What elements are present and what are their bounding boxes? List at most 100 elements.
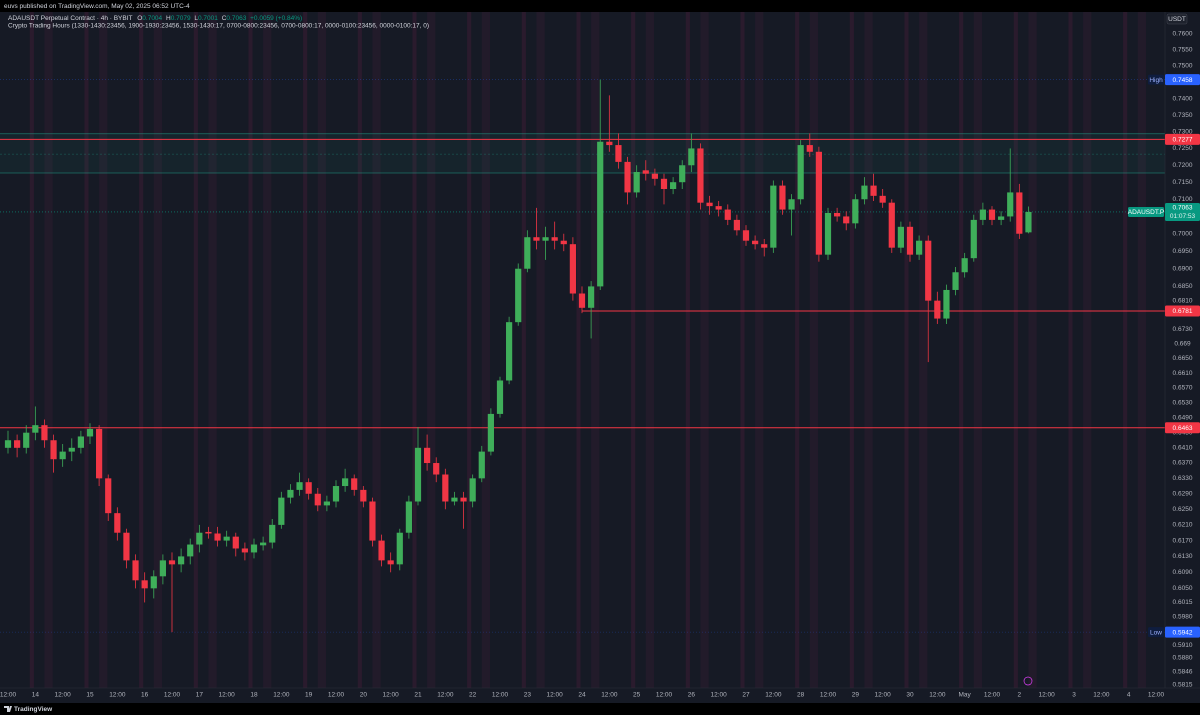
x-tick-label: 15 — [86, 692, 94, 699]
session-band — [576, 12, 581, 688]
y-tick-label: 0.6410 — [1173, 445, 1193, 452]
x-tick-label: 29 — [852, 692, 860, 699]
session-band — [1028, 12, 1037, 688]
y-tick-label: 0.6370 — [1173, 460, 1193, 467]
y-tick-label: 0.6170 — [1173, 537, 1193, 544]
x-tick-label: 18 — [250, 692, 258, 699]
candle-body — [332, 486, 340, 502]
x-tick-label: 14 — [32, 692, 40, 699]
candle-body — [424, 447, 431, 464]
candle-body — [752, 240, 759, 245]
x-tick-label: 12:00 — [55, 692, 72, 699]
level-value: 0.6781 — [1173, 308, 1193, 315]
y-tick-label: 0.5815 — [1173, 681, 1193, 688]
candle-body — [14, 440, 21, 448]
price-axis-background — [1165, 12, 1200, 688]
candle-body — [269, 524, 276, 543]
axes: 0.7600 0.7550 0.7500 0.7400 0.7350 0.7300 0.72… — [0, 31, 1200, 699]
session-band — [153, 12, 162, 688]
header-text: euvs published on TradingView.com, May 0… — [4, 3, 190, 10]
extreme-name: Low — [1150, 629, 1162, 636]
session-band — [740, 12, 745, 688]
legend-title: ADAUSDT Perpetual Contract · 4h · BYBIT — [8, 15, 133, 22]
candle-body — [1016, 192, 1023, 234]
candle-body — [1025, 211, 1032, 233]
candle-body — [824, 212, 832, 255]
session-band — [645, 12, 654, 688]
currency-box[interactable] — [1166, 13, 1188, 25]
candle-body — [524, 237, 531, 269]
candle-body — [451, 497, 458, 502]
session-band — [864, 12, 873, 688]
candle-body — [1007, 192, 1014, 217]
x-tick-label: 17 — [196, 692, 204, 699]
session-band — [248, 12, 253, 688]
legend-key: L — [194, 15, 198, 22]
y-tick-label: 0.6330 — [1173, 475, 1193, 482]
candle-body — [168, 560, 176, 565]
candle-body — [998, 216, 1005, 220]
candle-body — [706, 202, 713, 207]
y-tick-label: 0.6570 — [1173, 385, 1193, 392]
candle-body — [560, 240, 567, 245]
candle-body — [442, 474, 449, 502]
x-tick-label: 16 — [141, 692, 149, 699]
candle-body — [114, 513, 121, 533]
candle-body — [788, 199, 795, 210]
candle-body — [405, 501, 412, 533]
candle-body — [23, 432, 30, 448]
candle-body — [597, 141, 604, 287]
candle-body — [660, 178, 668, 190]
candle-body — [59, 451, 66, 460]
candle-body — [506, 322, 513, 381]
session-band — [372, 12, 381, 688]
candle-body — [970, 219, 977, 259]
level-lines — [0, 79, 1165, 633]
x-tick-label: 26 — [688, 692, 696, 699]
currency-label[interactable]: USDT — [1168, 16, 1186, 23]
candle-body — [888, 202, 895, 248]
legend-key: C — [222, 15, 227, 22]
level-value: 0.7277 — [1173, 137, 1193, 144]
candle-body — [86, 428, 94, 437]
legend-high: 0.7079 — [171, 15, 191, 22]
x-tick-label: 20 — [360, 692, 368, 699]
x-tick-label: 2 — [1018, 692, 1022, 699]
extreme-name: High — [1149, 77, 1163, 84]
legend-key: O — [137, 15, 142, 22]
x-tick-label: 12:00 — [383, 692, 400, 699]
x-tick-label: May — [959, 692, 972, 699]
candle-body — [852, 199, 859, 224]
candle-body — [469, 478, 476, 502]
candle-body — [642, 170, 649, 174]
candle-body — [351, 478, 358, 490]
candle-body — [633, 172, 640, 193]
x-tick-label: 3 — [1072, 692, 1076, 699]
candle-body — [260, 542, 267, 546]
y-tick-label: 0.6210 — [1173, 522, 1193, 529]
symbol-label: ADAUSDT.P — [1128, 209, 1164, 216]
y-tick-label: 0.7300 — [1173, 128, 1193, 135]
session-band — [809, 12, 818, 688]
legend-close: 0.7063 — [226, 15, 246, 22]
extreme-value-box — [1165, 626, 1200, 638]
session-band — [208, 12, 217, 688]
candle-body — [68, 447, 75, 452]
session-band — [536, 12, 545, 688]
candle-body — [952, 272, 959, 290]
candle-body — [96, 428, 103, 479]
session-band — [591, 12, 600, 688]
alert-icon[interactable] — [1023, 676, 1033, 686]
candle-body — [478, 451, 485, 479]
candle-body — [50, 440, 57, 460]
session-band — [29, 12, 34, 688]
candle-body — [651, 173, 658, 179]
y-tick-label: 0.6530 — [1173, 399, 1193, 406]
candle-body — [305, 482, 312, 494]
legend-low: 0.7001 — [198, 15, 218, 22]
y-tick-label: 0.6900 — [1173, 265, 1193, 272]
candle-body — [988, 209, 996, 220]
footer-logo — [4, 706, 12, 712]
candle-body — [961, 258, 968, 273]
